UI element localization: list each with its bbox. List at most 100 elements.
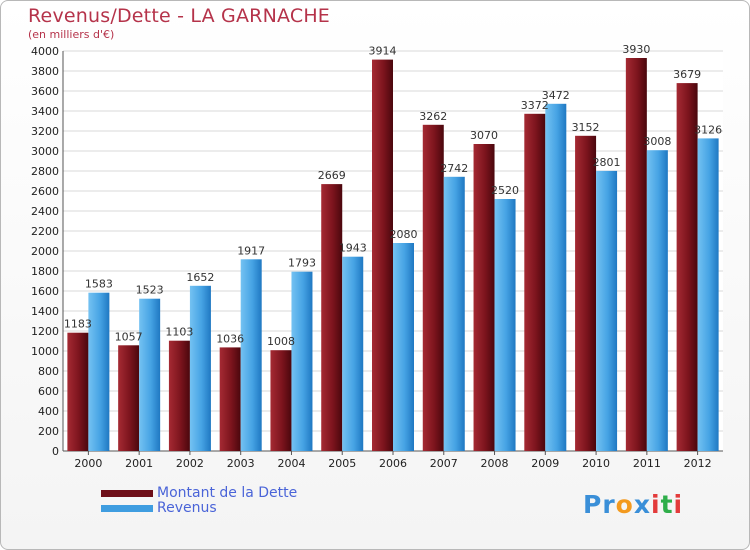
data-label-revenus: 3008 xyxy=(643,135,671,148)
bar-revenus xyxy=(697,138,719,451)
y-tick-label: 1000 xyxy=(31,345,59,358)
bar-revenus xyxy=(88,292,110,451)
bar-revenus xyxy=(494,199,516,451)
data-label-revenus: 1943 xyxy=(339,242,367,255)
chart-subtitle: (en milliers d'€) xyxy=(28,28,115,41)
logo-letter: o xyxy=(615,490,634,519)
logo-letter: r xyxy=(602,490,616,519)
y-tick-label: 3400 xyxy=(31,105,59,118)
bar-revenus xyxy=(545,103,567,452)
y-tick-label: 3600 xyxy=(31,85,59,98)
bar-revenus xyxy=(342,256,364,451)
x-tick-label: 2012 xyxy=(684,457,712,470)
bar-dette xyxy=(372,59,393,451)
x-tick-label: 2005 xyxy=(328,457,356,470)
y-tick-label: 600 xyxy=(38,385,59,398)
data-label-revenus: 1793 xyxy=(288,257,316,270)
data-label-revenus: 1652 xyxy=(186,271,214,284)
bar-revenus xyxy=(240,259,262,451)
data-label-revenus: 3126 xyxy=(694,123,722,136)
bar-dette xyxy=(575,135,597,452)
legend-swatch-revenus xyxy=(101,505,153,512)
bar-dette xyxy=(625,58,647,451)
y-tick-label: 3000 xyxy=(31,145,59,158)
axes: 0 200 400 600 800 1000 1200 1400 1600 1800 2000 220… xyxy=(31,45,723,470)
x-tick-label: 2010 xyxy=(582,457,610,470)
data-label-revenus: 1583 xyxy=(85,278,113,291)
data-label-dette: 3152 xyxy=(572,121,600,134)
bar-revenus xyxy=(139,298,161,451)
data-label-dette: 3372 xyxy=(521,99,549,112)
logo-letter: i xyxy=(651,490,661,519)
data-label-revenus: 2520 xyxy=(491,184,519,197)
bars xyxy=(67,58,719,452)
data-labels: 1183 1583 1057 1523 1103 1652 1036 1917 1008 1793… xyxy=(64,43,722,348)
bar-dette xyxy=(118,345,140,451)
bar-dette xyxy=(473,144,495,451)
y-tick-label: 2800 xyxy=(31,165,59,178)
y-tick-label: 0 xyxy=(52,445,59,458)
logo-letter: P xyxy=(583,490,603,519)
x-tick-label: 2006 xyxy=(379,457,407,470)
y-tick-label: 2000 xyxy=(31,245,59,258)
bar-dette xyxy=(219,347,241,451)
bar-dette xyxy=(422,124,444,452)
bar-revenus xyxy=(646,150,668,451)
y-tick-label: 800 xyxy=(38,365,59,378)
data-label-dette: 3930 xyxy=(622,43,650,56)
y-tick-label: 400 xyxy=(38,405,59,418)
bar-revenus xyxy=(443,176,465,452)
legend-label-dette: Montant de la Dette xyxy=(157,485,298,501)
logo-letter: t xyxy=(660,490,674,519)
y-tick-label: 1200 xyxy=(31,325,59,338)
x-tick-label: 2003 xyxy=(227,457,255,470)
data-label-revenus: 1917 xyxy=(237,244,265,257)
bar-dette xyxy=(270,350,292,451)
data-label-revenus: 1523 xyxy=(136,284,164,297)
bar-revenus xyxy=(189,285,211,451)
bar-dette xyxy=(168,340,190,451)
x-tick-label: 2004 xyxy=(277,457,305,470)
data-label-dette: 1036 xyxy=(216,332,244,345)
y-tick-label: 2400 xyxy=(31,205,59,218)
bar-dette xyxy=(524,113,546,452)
data-label-dette: 1103 xyxy=(165,326,193,339)
bar-dette xyxy=(321,184,343,451)
bar-revenus xyxy=(393,243,414,451)
y-tick-label: 3200 xyxy=(31,125,59,138)
data-label-dette: 1008 xyxy=(267,335,295,348)
x-tick-label: 2008 xyxy=(481,457,509,470)
logo-letter: x xyxy=(633,490,651,519)
data-label-revenus: 2801 xyxy=(593,156,621,169)
data-label-dette: 1057 xyxy=(115,330,143,343)
data-label-dette: 2669 xyxy=(318,169,346,182)
data-label-revenus: 2080 xyxy=(390,228,418,241)
legend-label-revenus: Revenus xyxy=(157,500,217,516)
bar-dette xyxy=(67,332,89,451)
data-label-dette: 3914 xyxy=(369,45,397,58)
data-label-dette: 3679 xyxy=(673,68,701,81)
bar-dette xyxy=(676,83,698,451)
bar-revenus xyxy=(291,271,313,451)
x-tick-label: 2007 xyxy=(430,457,458,470)
data-label-revenus: 2742 xyxy=(440,162,468,175)
legend-swatch-dette xyxy=(101,490,153,497)
y-tick-label: 2600 xyxy=(31,185,59,198)
bar-revenus xyxy=(596,170,618,451)
chart-title: Revenus/Dette - LA GARNACHE xyxy=(28,5,331,27)
y-tick-label: 2200 xyxy=(31,225,59,238)
y-tick-label: 1800 xyxy=(31,265,59,278)
proxiti-logo: Proxiti xyxy=(583,490,683,519)
y-tick-label: 1600 xyxy=(31,285,59,298)
x-tick-label: 2011 xyxy=(633,457,661,470)
data-label-dette: 3262 xyxy=(419,110,447,123)
x-tick-label: 2001 xyxy=(125,457,153,470)
y-tick-label: 4000 xyxy=(31,45,59,58)
x-tick-label: 2009 xyxy=(531,457,559,470)
data-label-dette: 3070 xyxy=(470,129,498,142)
x-tick-label: 2000 xyxy=(74,457,102,470)
logo-letter: i xyxy=(673,490,684,519)
y-tick-label: 200 xyxy=(38,425,59,438)
y-tick-label: 1400 xyxy=(31,305,59,318)
